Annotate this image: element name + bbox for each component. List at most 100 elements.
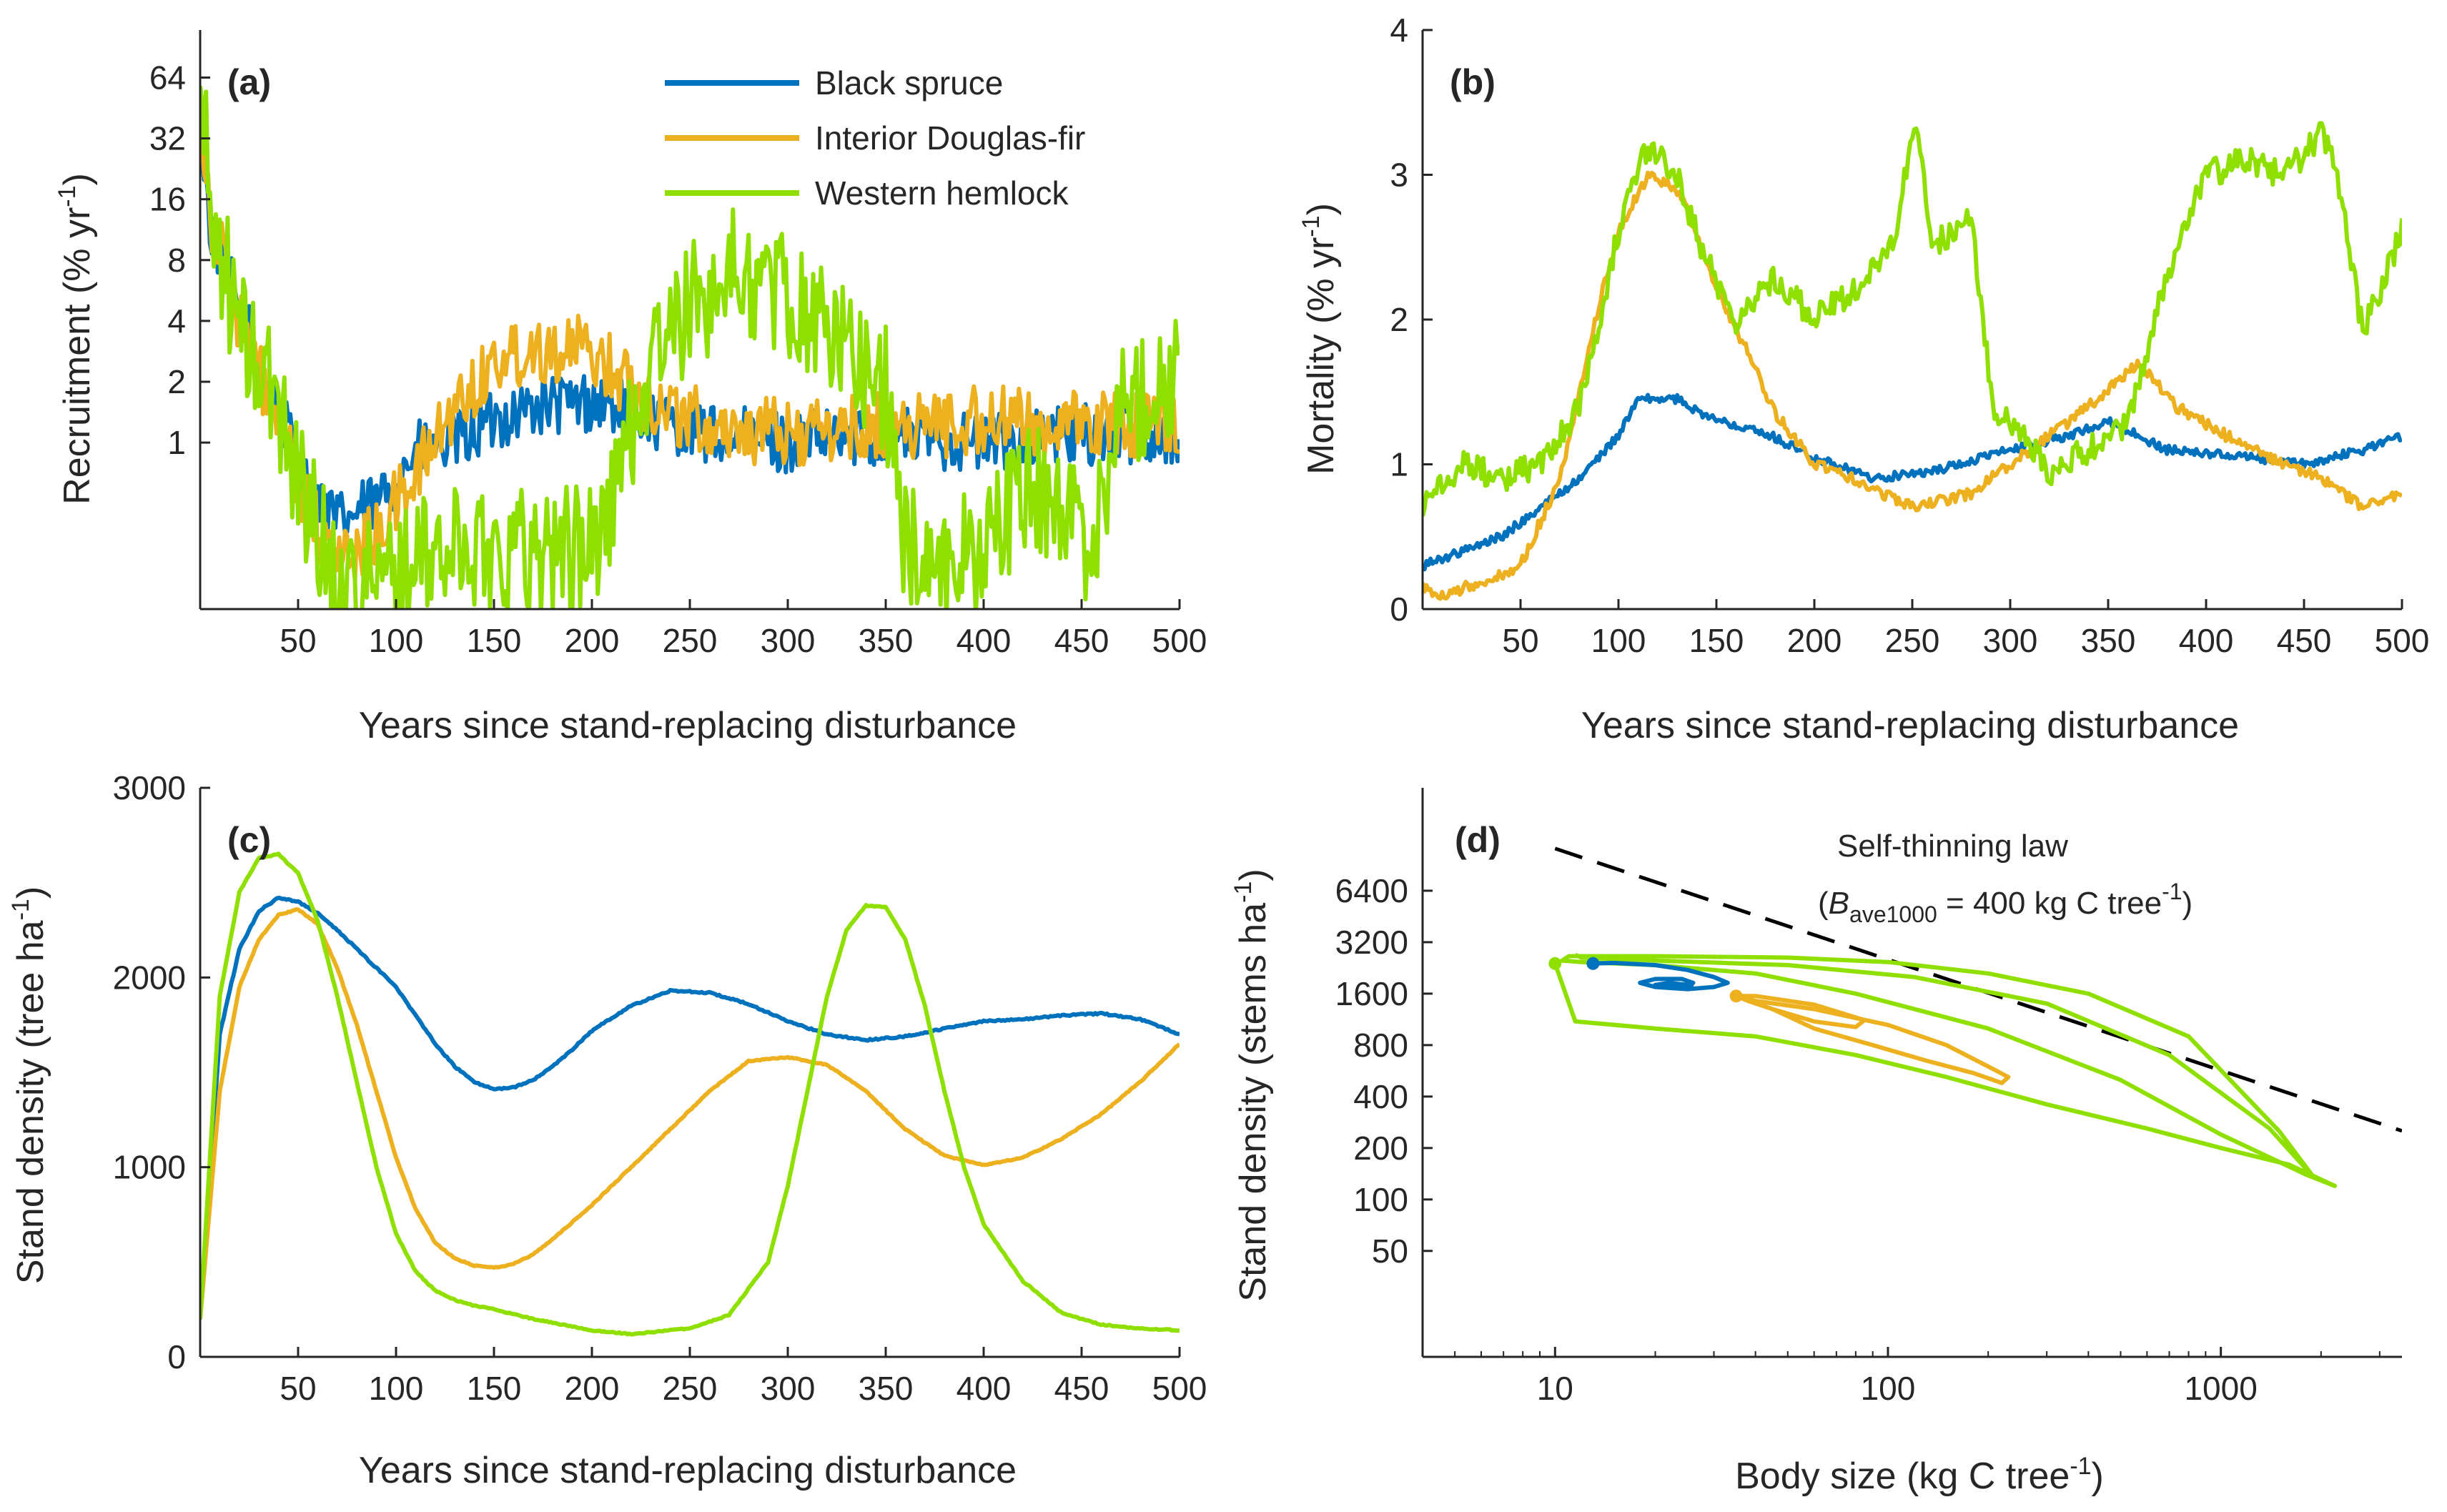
panel-a-ytick-label-6: 64: [149, 59, 186, 96]
panel-c-ylabel-close: ): [10, 886, 51, 899]
panel-a-ylabel: Recruitment (% yr-1): [54, 173, 98, 505]
panel-b-xtick-label-3: 200: [1787, 622, 1842, 659]
panel-b-ytick-label-3: 3: [1390, 157, 1408, 194]
panel-c-series-black-spruce: [200, 896, 1180, 1320]
panel-b-xtick-label-1: 100: [1591, 622, 1646, 659]
panel-a-plot-area: [200, 86, 1180, 609]
panel-d-ticks: 10 100 1000 50 100 200 400 800 1600 3200 6400: [1335, 872, 2381, 1407]
formula-open: (: [1818, 886, 1829, 921]
panel-d-ylabel-close: ): [1232, 869, 1274, 881]
panel-c-ytick-label-1: 1000: [113, 1149, 186, 1186]
panel-b-ylabel-main: Mortality (% yr: [1300, 237, 1342, 475]
panel-d-start-marker-0: [1548, 957, 1562, 970]
legend: Black spruce Interior Douglas-fir Wester…: [665, 64, 1085, 212]
panel-c-series-interior-douglas-fir: [200, 907, 1180, 1319]
panel-a-xtick-label-3: 200: [565, 622, 620, 659]
panel-d-axes-frame: [1421, 788, 2402, 1358]
panel-d-ytick-label-6: 3200: [1335, 924, 1408, 961]
panel-a-xtick-label-8: 450: [1054, 622, 1109, 659]
legend-label-douglas-fir: Interior Douglas-fir: [815, 119, 1085, 157]
panel-a-ytick-label-4: 16: [149, 181, 186, 218]
panel-c-ylabel-sup: -1: [7, 899, 34, 920]
self-thinning-title: Self-thinning law: [1837, 829, 2068, 864]
panel-b-ytick-label-4: 4: [1390, 11, 1408, 49]
self-thinning-formula: (Bave1000 = 400 kg C tree-1): [1818, 879, 2193, 927]
panel-b-ylabel: Mortality (% yr-1): [1297, 203, 1342, 475]
panel-d-start-marker-2: [1586, 957, 1600, 970]
formula-mid: = 400 kg C tree: [1937, 886, 2162, 921]
panel-c-ticks: 50 100 150 200 250 300 350 400 450 500 0 1000 2000 30…: [113, 769, 1207, 1407]
formula-close: ): [2182, 886, 2193, 921]
panel-d-series-interior-douglas-fir: [1734, 994, 2011, 1085]
panel-b-series-black-spruce: [1423, 392, 2402, 572]
panel-a-xlabel: Years since stand-replacing disturbance: [359, 705, 1017, 746]
panel-a-ytick-label-5: 32: [149, 120, 186, 157]
panel-c-label: (c): [227, 820, 271, 860]
panel-a-label: (a): [227, 62, 271, 102]
panel-a-xtick-label-9: 500: [1152, 622, 1207, 659]
panel-d-xtick-label-1: 100: [1861, 1370, 1916, 1407]
panel-d-series-black-spruce: [1593, 960, 1730, 992]
panel-c-ytick-label-0: 0: [167, 1338, 186, 1375]
panel-a-ytick-label-0: 1: [167, 424, 186, 461]
legend-label-western-hemlock: Western hemlock: [815, 174, 1069, 212]
panel-c-xtick-label-3: 200: [565, 1370, 620, 1407]
panel-a-ylabel-sup: -1: [54, 186, 81, 207]
panel-b-xtick-label-2: 150: [1689, 622, 1744, 659]
panel-a-xtick-label-6: 350: [859, 622, 914, 659]
panel-b-xtick-label-6: 350: [2081, 622, 2136, 659]
panel-c-series-western-hemlock: [200, 851, 1180, 1337]
panel-b-series-western-hemlock: [1423, 121, 2402, 517]
panel-c-ylabel-main: Stand density (tree ha: [10, 920, 51, 1284]
panel-b-ytick-label-0: 0: [1390, 591, 1408, 628]
panel-a-ticks: 50 100 150 200 250 300 350 400 450 500 1 2 4 8 16 32 64: [149, 59, 1207, 659]
panel-a-ylabel-main: Recruitment (% yr: [56, 207, 98, 505]
panel-d-xlabel-close: ): [2092, 1456, 2104, 1497]
panel-b-ytick-label-2: 2: [1390, 301, 1408, 338]
panel-a-xtick-label-4: 250: [663, 622, 718, 659]
panel-d-xtick-label-0: 10: [1537, 1370, 1573, 1407]
panel-d-xlabel-main: Body size (kg C tree: [1735, 1456, 2070, 1497]
panel-b-xtick-label-8: 450: [2277, 622, 2332, 659]
panel-a-xtick-label-0: 50: [280, 622, 316, 659]
panel-c-ylabel: Stand density (tree ha-1): [7, 886, 51, 1284]
panel-d-ylabel-main: Stand density (stems ha: [1232, 903, 1274, 1302]
panel-a-ylabel-close: ): [56, 173, 98, 185]
panel-a-xtick-label-5: 300: [761, 622, 816, 659]
panel-c-xtick-label-1: 100: [369, 1370, 424, 1407]
panel-c-xtick-label-6: 350: [859, 1370, 914, 1407]
panel-d-ylabel: Stand density (stems ha-1): [1230, 869, 1274, 1301]
panel-c-xlabel: Years since stand-replacing disturbance: [359, 1450, 1017, 1491]
panel-d-ytick-label-3: 400: [1353, 1078, 1408, 1115]
panel-d-plot-area: [1548, 846, 2402, 1188]
panel-d-ylabel-sup: -1: [1230, 881, 1257, 903]
panel-a-ytick-label-1: 2: [167, 363, 186, 400]
panel-c-ytick-label-3: 3000: [113, 769, 186, 806]
panel-b-xtick-label-4: 250: [1885, 622, 1940, 659]
panel-d-ytick-label-1: 100: [1353, 1181, 1408, 1218]
panel-d-xtick-label-2: 1000: [2184, 1370, 2257, 1407]
panel-c-ytick-label-2: 2000: [113, 959, 186, 996]
panel-b-xtick-label-7: 400: [2179, 622, 2234, 659]
panel-c-plot-area: [200, 851, 1180, 1337]
panel-d-ytick-label-0: 50: [1372, 1232, 1408, 1270]
panel-a-xtick-label-2: 150: [467, 622, 522, 659]
panel-c-stand-density: 50 100 150 200 250 300 350 400 450 500 0 1000 2000 30…: [7, 769, 1207, 1491]
panel-d-xlabel-sup: -1: [2070, 1453, 2091, 1480]
panel-c-xtick-label-9: 500: [1152, 1370, 1207, 1407]
panel-a-ytick-label-3: 8: [167, 242, 186, 279]
panel-b-plot-area: [1423, 121, 2402, 601]
panel-a-xtick-label-1: 100: [369, 622, 424, 659]
panel-b-axes-frame: [1421, 30, 2402, 611]
panel-c-xtick-label-0: 50: [280, 1370, 316, 1407]
panel-b-series-interior-douglas-fir: [1423, 170, 2402, 601]
panel-c-xtick-label-2: 150: [467, 1370, 522, 1407]
panel-d-start-marker-1: [1729, 989, 1743, 1003]
panel-c-xtick-label-7: 400: [956, 1370, 1012, 1407]
panel-d-ytick-label-2: 200: [1353, 1130, 1408, 1167]
panel-d-ytick-label-7: 6400: [1335, 872, 1408, 909]
panel-d-series-western-hemlock: [1553, 952, 2338, 1188]
panel-b-ytick-label-1: 1: [1390, 446, 1408, 483]
panel-d-xlabel: Body size (kg C tree-1): [1735, 1453, 2104, 1497]
